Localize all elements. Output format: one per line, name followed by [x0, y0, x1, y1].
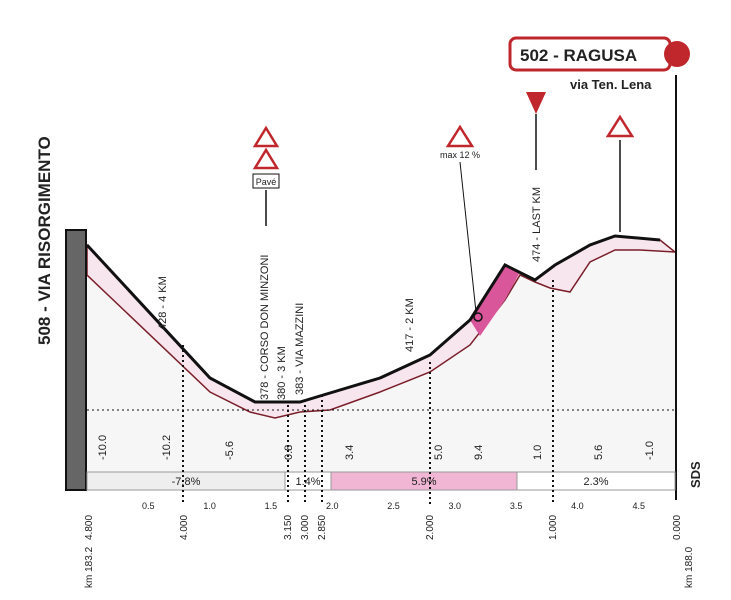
- start-label: 508 - VIA RISORGIMENTO: [35, 136, 54, 345]
- profile-top: [85, 234, 661, 404]
- segment-label: 1.4%: [295, 476, 320, 488]
- gradient-label: 1.0: [532, 445, 544, 460]
- marker-label: 417 - 2 KM: [404, 298, 416, 352]
- distance-label: km 183.2: [84, 546, 95, 588]
- gradient-label: 9.4: [473, 445, 485, 460]
- marker-label: 428 - 4 KM: [157, 276, 169, 330]
- axis-tick: 2.0: [326, 501, 339, 511]
- axis-tick: 4.5: [632, 501, 645, 511]
- distance-label: 4.800: [84, 515, 95, 540]
- distance-label: 4.000: [179, 515, 190, 540]
- logo: SDS: [688, 461, 703, 488]
- distance-label: 0.000: [672, 515, 683, 540]
- marker-label: 378 - CORSO DON MINZONI: [259, 255, 271, 400]
- distance-label: 2.850: [317, 515, 328, 540]
- marker-label: 383 - VIA MAZZINI: [294, 303, 306, 395]
- axis-tick: 2.5: [387, 501, 400, 511]
- axis-tick: 1.5: [265, 501, 278, 511]
- marker-label: 474 - LAST KM: [531, 187, 543, 262]
- gradient-label: 0.8: [283, 445, 295, 460]
- gradient-label: -10.2: [161, 435, 173, 460]
- segment-label: 2.3%: [583, 476, 608, 488]
- distance-label: 3.150: [283, 515, 294, 540]
- start-bar: [65, 229, 87, 491]
- marker-label: 380 - 3 KM: [276, 346, 288, 400]
- segment-label: -7.8%: [172, 476, 201, 488]
- gradient-label: -5.6: [224, 441, 236, 460]
- warning-icon: [445, 124, 475, 148]
- finish-icon: [664, 41, 690, 67]
- segment-label: 5.9%: [411, 476, 436, 488]
- gradient-label: 5.0: [433, 445, 445, 460]
- gradient-label: 3.4: [344, 445, 356, 460]
- axis-tick: 4.0: [571, 501, 584, 511]
- axis-tick: 3.0: [449, 501, 462, 511]
- distance-label: 2.000: [425, 515, 436, 540]
- max-label: max 12 %: [440, 150, 480, 160]
- profile-area: [87, 236, 675, 490]
- gradient-label: -10.0: [97, 435, 109, 460]
- distance-label: 3.000: [300, 515, 311, 540]
- axis-tick: 3.5: [510, 501, 523, 511]
- warning-icon: [605, 114, 635, 138]
- warning-icon: [252, 125, 280, 148]
- max-point: [473, 312, 483, 322]
- pointer: [459, 161, 477, 313]
- distance-label: km 188.0: [684, 546, 695, 588]
- axis-tick: 0.5: [142, 501, 155, 511]
- finish-subtitle: via Ten. Lena: [570, 77, 652, 92]
- axis-tick: 1.0: [203, 501, 216, 511]
- gradient-label: 5.6: [593, 445, 605, 460]
- pave-box: [252, 173, 280, 189]
- segment: [516, 471, 676, 491]
- pave-label: Pavé: [256, 177, 277, 187]
- finish-title: 502 - RAGUSA: [520, 46, 637, 65]
- gradient-label: -1.0: [644, 441, 656, 460]
- warning-icon: [252, 147, 280, 170]
- flamme-rouge: [526, 92, 546, 114]
- distance-label: 1.000: [548, 515, 559, 540]
